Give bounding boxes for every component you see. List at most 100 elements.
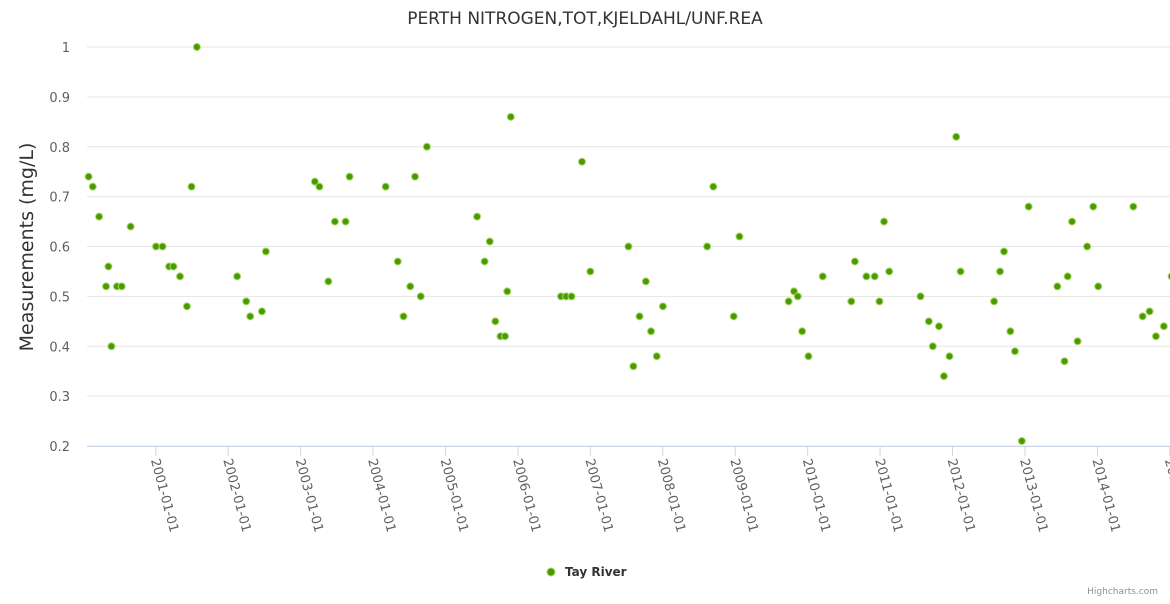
- data-point[interactable]: [117, 282, 126, 291]
- data-point[interactable]: [567, 292, 576, 301]
- data-point[interactable]: [641, 277, 650, 286]
- data-point[interactable]: [330, 217, 339, 226]
- data-point[interactable]: [629, 362, 638, 371]
- data-point[interactable]: [169, 262, 178, 271]
- data-point[interactable]: [945, 352, 954, 361]
- data-point[interactable]: [422, 142, 431, 151]
- data-point[interactable]: [261, 247, 270, 256]
- credits-link[interactable]: Highcharts.com: [1087, 587, 1158, 597]
- data-point[interactable]: [182, 302, 191, 311]
- data-point[interactable]: [793, 292, 802, 301]
- legend-label[interactable]: Tay River: [565, 565, 627, 579]
- data-point[interactable]: [709, 182, 718, 191]
- data-point[interactable]: [916, 292, 925, 301]
- data-point[interactable]: [324, 277, 333, 286]
- data-point[interactable]: [956, 267, 965, 276]
- y-tick-label: 0.2: [49, 440, 70, 455]
- data-point[interactable]: [939, 372, 948, 381]
- data-point[interactable]: [850, 257, 859, 266]
- data-point[interactable]: [107, 342, 116, 351]
- data-point[interactable]: [1000, 247, 1009, 256]
- data-point[interactable]: [501, 332, 510, 341]
- data-point[interactable]: [798, 327, 807, 336]
- data-point[interactable]: [310, 177, 319, 186]
- data-point[interactable]: [703, 242, 712, 251]
- data-point[interactable]: [1068, 217, 1077, 226]
- data-point[interactable]: [875, 297, 884, 306]
- data-point[interactable]: [990, 297, 999, 306]
- data-point[interactable]: [473, 212, 482, 221]
- data-point[interactable]: [1053, 282, 1062, 291]
- data-point[interactable]: [1094, 282, 1103, 291]
- data-point[interactable]: [345, 172, 354, 181]
- data-point[interactable]: [341, 217, 350, 226]
- data-point[interactable]: [126, 222, 135, 231]
- data-point[interactable]: [1151, 332, 1160, 341]
- data-point[interactable]: [784, 297, 793, 306]
- data-point[interactable]: [1129, 202, 1138, 211]
- data-point[interactable]: [928, 342, 937, 351]
- data-point[interactable]: [104, 262, 113, 271]
- data-point[interactable]: [485, 237, 494, 246]
- data-point[interactable]: [480, 257, 489, 266]
- data-point[interactable]: [952, 132, 961, 141]
- data-point[interactable]: [652, 352, 661, 361]
- data-point[interactable]: [152, 242, 161, 251]
- data-point[interactable]: [804, 352, 813, 361]
- data-point[interactable]: [416, 292, 425, 301]
- data-point[interactable]: [233, 272, 242, 281]
- data-point[interactable]: [735, 232, 744, 241]
- data-point[interactable]: [95, 212, 104, 221]
- data-point[interactable]: [885, 267, 894, 276]
- data-point[interactable]: [1063, 272, 1072, 281]
- data-point[interactable]: [635, 312, 644, 321]
- data-point[interactable]: [818, 272, 827, 281]
- data-point[interactable]: [647, 327, 656, 336]
- data-point[interactable]: [847, 297, 856, 306]
- data-point[interactable]: [1006, 327, 1015, 336]
- data-point[interactable]: [381, 182, 390, 191]
- data-point[interactable]: [1159, 322, 1168, 331]
- data-point[interactable]: [406, 282, 415, 291]
- data-point[interactable]: [862, 272, 871, 281]
- data-point[interactable]: [88, 182, 97, 191]
- data-point[interactable]: [187, 182, 196, 191]
- data-point[interactable]: [176, 272, 185, 281]
- series-tay-river[interactable]: [84, 43, 1170, 446]
- data-point[interactable]: [934, 322, 943, 331]
- data-point[interactable]: [411, 172, 420, 181]
- data-point[interactable]: [1024, 202, 1033, 211]
- data-point[interactable]: [996, 267, 1005, 276]
- data-point[interactable]: [1089, 202, 1098, 211]
- legend-marker[interactable]: [546, 567, 556, 577]
- data-point[interactable]: [503, 287, 512, 296]
- data-point[interactable]: [399, 312, 408, 321]
- data-point[interactable]: [729, 312, 738, 321]
- data-point[interactable]: [1073, 337, 1082, 346]
- data-point[interactable]: [1145, 307, 1154, 316]
- data-point[interactable]: [491, 317, 500, 326]
- data-point[interactable]: [315, 182, 324, 191]
- data-point[interactable]: [1010, 347, 1019, 356]
- data-point[interactable]: [257, 307, 266, 316]
- data-point[interactable]: [1060, 357, 1069, 366]
- data-point[interactable]: [1017, 437, 1026, 446]
- data-point[interactable]: [246, 312, 255, 321]
- data-point[interactable]: [393, 257, 402, 266]
- data-point[interactable]: [192, 43, 201, 51]
- data-point[interactable]: [924, 317, 933, 326]
- data-point[interactable]: [870, 272, 879, 281]
- data-point[interactable]: [1083, 242, 1092, 251]
- data-point[interactable]: [506, 112, 515, 121]
- legend[interactable]: Tay River: [546, 565, 627, 579]
- data-point[interactable]: [880, 217, 889, 226]
- data-point[interactable]: [586, 267, 595, 276]
- data-point[interactable]: [577, 157, 586, 166]
- data-point[interactable]: [102, 282, 111, 291]
- data-point[interactable]: [1138, 312, 1147, 321]
- data-point[interactable]: [242, 297, 251, 306]
- data-point[interactable]: [658, 302, 667, 311]
- data-point[interactable]: [158, 242, 167, 251]
- data-point[interactable]: [624, 242, 633, 251]
- data-point[interactable]: [84, 172, 93, 181]
